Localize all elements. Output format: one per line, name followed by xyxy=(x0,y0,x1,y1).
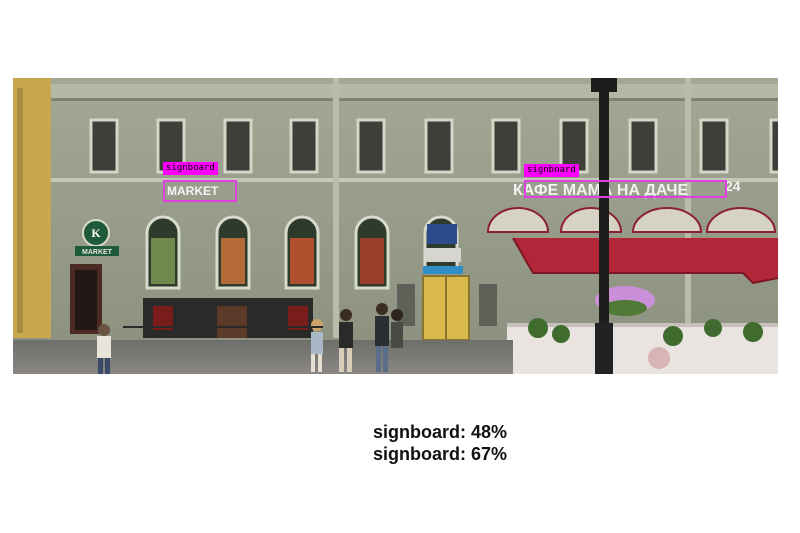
left-logo-sign-text: MARKET xyxy=(82,249,113,256)
signboard-detection-tag-cafe: signboard xyxy=(524,164,579,177)
market-sign-text: MARKET xyxy=(167,184,219,198)
svg-text:K: K xyxy=(91,226,101,240)
signboard-detection-box-market xyxy=(163,180,237,202)
detection-score-line: signboard: 67% xyxy=(372,444,508,464)
signboard-detection-box-cafe xyxy=(524,180,727,198)
house-number-text: 24 xyxy=(725,178,741,194)
street-photo: K MARKET КАФЕ МАМА НА ДАЧЕ 24 MARKET xyxy=(13,78,778,374)
signboard-detection-tag-market: signboard xyxy=(163,162,218,175)
detection-score-line: signboard: 48% xyxy=(372,422,508,442)
building-facade-illustration: K MARKET КАФЕ МАМА НА ДАЧЕ 24 MARKET xyxy=(13,78,778,374)
